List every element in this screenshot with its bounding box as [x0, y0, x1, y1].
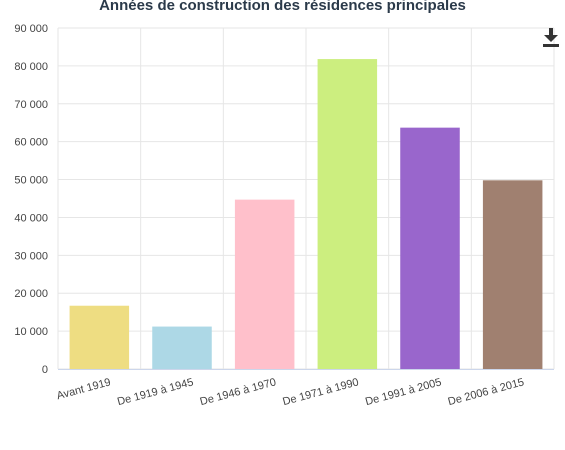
x-tick-label: De 1919 à 1945 — [116, 376, 195, 408]
x-tick-label: Avant 1919 — [55, 376, 112, 402]
chart-title: Années de construction des résidences pr… — [99, 0, 466, 14]
x-tick-label: De 1946 à 1970 — [199, 376, 278, 408]
x-tick-label: De 1971 à 1990 — [281, 376, 360, 408]
x-tick-label: De 2006 à 2015 — [447, 376, 526, 408]
y-tick-label: 70 000 — [14, 99, 48, 111]
x-axis-ticks: Avant 1919 De 1919 à 1945 De 1946 à 1970 De… — [55, 376, 525, 408]
y-tick-label: 80 000 — [14, 61, 48, 73]
bar[interactable] — [69, 305, 130, 369]
bar[interactable] — [152, 326, 212, 369]
bar[interactable] — [482, 180, 543, 369]
bar[interactable] — [400, 127, 460, 369]
x-tick-label: De 1991 à 2005 — [364, 376, 443, 408]
download-icon[interactable] — [541, 26, 561, 48]
y-tick-label: 40 000 — [14, 212, 48, 224]
bar[interactable] — [317, 59, 378, 370]
y-axis-ticks: 0 10 000 20 000 30 000 40 000 50 000 60 000 70 … — [14, 23, 48, 376]
y-tick-label: 50 000 — [14, 175, 48, 187]
y-tick-label: 20 000 — [14, 288, 48, 300]
grid-lines — [57, 27, 555, 370]
y-tick-label: 30 000 — [14, 250, 48, 262]
y-tick-label: 10 000 — [14, 326, 48, 338]
download-button[interactable] — [541, 26, 561, 48]
bar[interactable] — [234, 199, 295, 369]
bars — [69, 59, 543, 370]
y-tick-label: 90 000 — [14, 23, 48, 35]
y-tick-label: 60 000 — [14, 137, 48, 149]
y-tick-label: 0 — [42, 364, 48, 376]
